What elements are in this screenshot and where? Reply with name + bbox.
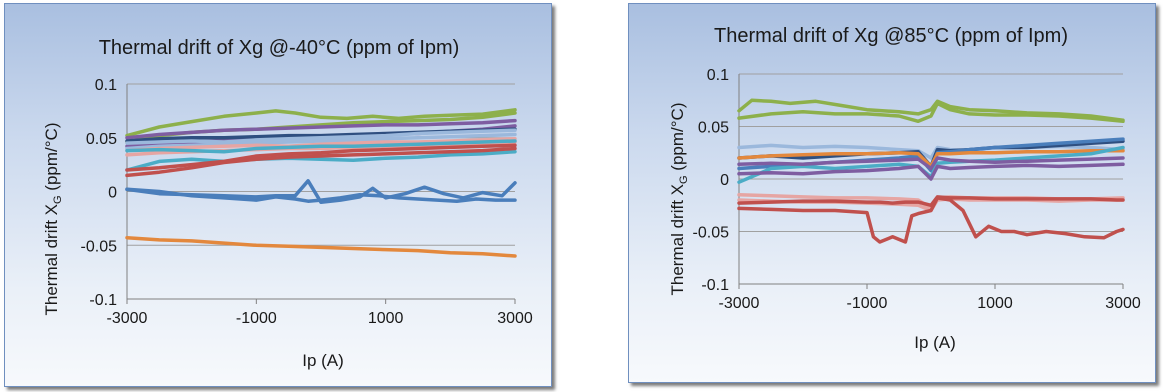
x-tick-label: -1000 (847, 295, 888, 312)
series-line (125, 187, 517, 203)
series-line (125, 108, 517, 138)
y-tick-label: 0.1 (707, 67, 729, 84)
y-tick-label: 0 (108, 185, 117, 202)
series-line (125, 143, 517, 172)
y-tick-label: 0.1 (95, 77, 117, 94)
x-axis-label: Ip (A) (914, 333, 956, 352)
series-line (125, 139, 517, 154)
grid-layer (738, 73, 1124, 289)
series-line (737, 195, 1125, 208)
x-axis-label: Ip (A) (302, 351, 344, 370)
x-tick-label: -3000 (719, 295, 760, 312)
y-tick-label: -0.1 (701, 277, 729, 294)
series-line (125, 118, 517, 140)
series-layer (125, 108, 517, 258)
tick-layer: 0.1 0.05 0 -0.05 -0.1-3000 -1000 1000 3000 (81, 77, 533, 327)
chart-svg-right: Thermal drift of Xg @85°C (ppm of Ipm) 0… (668, 25, 1141, 352)
series-layer (737, 98, 1125, 244)
series-line (125, 179, 517, 205)
series-line (125, 128, 517, 145)
y-tick-label: 0.05 (698, 120, 729, 137)
series-line (125, 235, 517, 258)
x-tick-label: 3000 (497, 310, 533, 327)
series-line (125, 149, 517, 172)
x-tick-label: 1000 (977, 295, 1013, 312)
x-tick-label: -3000 (107, 310, 148, 327)
chart-title: Thermal drift of Xg @85°C (ppm of Ipm) (714, 25, 1068, 47)
y-tick-label: 0 (720, 172, 729, 189)
series-line (737, 98, 1125, 122)
y-tick-label: -0.05 (693, 225, 730, 242)
chart-panel-right: Thermal drift of Xg @85°C (ppm of Ipm) 0… (628, 3, 1156, 383)
series-line (737, 156, 1125, 171)
tick-layer: 0.1 0.05 0 -0.05 -0.1-3000 -1000 1000 3000 (693, 67, 1141, 312)
chart-svg-left: Thermal drift of Xg @-40°C (ppm of Ipm) … (42, 37, 533, 370)
chart-title: Thermal drift of Xg @-40°C (ppm of Ipm) (99, 37, 460, 59)
y-tick-label: -0.05 (81, 238, 118, 255)
y-axis-label: Thermal drift XG (ppm/°C) (668, 103, 690, 296)
x-tick-label: -1000 (236, 310, 277, 327)
x-tick-label: 3000 (1105, 295, 1141, 312)
series-line (737, 196, 1125, 244)
series-line (125, 146, 517, 178)
series-line (125, 132, 517, 151)
y-tick-label: -0.1 (89, 292, 117, 309)
series-line (737, 101, 1125, 124)
chart-panel-left: Thermal drift of Xg @-40°C (ppm of Ipm) … (4, 3, 552, 387)
series-line (125, 137, 517, 153)
series-line (737, 162, 1125, 181)
y-tick-label: 0.05 (86, 131, 117, 148)
x-tick-label: 1000 (368, 310, 404, 327)
y-axis-label: Thermal drift XG (ppm/°C) (42, 123, 64, 316)
